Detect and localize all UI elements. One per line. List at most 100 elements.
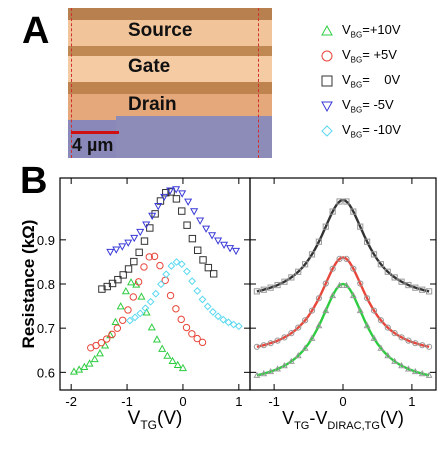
data-point xyxy=(281,334,288,341)
data-point xyxy=(281,278,288,285)
data-point xyxy=(302,317,309,324)
plot-frame xyxy=(59,177,251,391)
data-point xyxy=(69,367,79,375)
legend-marker xyxy=(321,101,333,113)
x-tick-label: -1 xyxy=(121,394,133,409)
data-point xyxy=(384,324,391,331)
data-point xyxy=(166,291,175,300)
y-tick-label: 0.9 xyxy=(37,233,55,248)
data-point xyxy=(160,193,169,202)
data-point xyxy=(168,356,177,365)
data-point xyxy=(370,251,378,258)
series xyxy=(253,281,433,378)
x-tick-label: -2 xyxy=(65,394,77,409)
x-tick-label: 1 xyxy=(235,394,242,409)
data-point xyxy=(199,256,207,264)
data-point xyxy=(363,322,371,329)
legend-label: VBG= 0V xyxy=(342,72,401,90)
data-point xyxy=(198,295,207,304)
data-point xyxy=(145,253,153,261)
data-point xyxy=(412,340,419,347)
data-point xyxy=(98,285,106,293)
legend-label: VBG= +5V xyxy=(342,47,397,65)
legend-marker xyxy=(321,125,333,137)
data-point xyxy=(234,322,243,331)
data-point xyxy=(142,221,151,229)
data-point xyxy=(308,307,316,314)
legend-marker-shape xyxy=(321,50,333,62)
legend-item: VBG= +5V xyxy=(318,45,446,67)
data-point xyxy=(137,292,146,300)
data-point xyxy=(356,306,364,314)
data-point xyxy=(151,289,160,298)
series xyxy=(106,186,241,257)
data-point xyxy=(151,210,159,218)
data-point xyxy=(148,212,157,221)
series xyxy=(253,255,433,350)
data-point xyxy=(129,293,138,301)
legend-item: VBG= -5V xyxy=(318,95,446,117)
data-point xyxy=(90,354,99,363)
data-point xyxy=(167,262,176,270)
data-point xyxy=(214,237,223,245)
data-point xyxy=(167,188,175,196)
x-tick-label: 0 xyxy=(339,394,346,409)
data-point xyxy=(370,334,378,341)
source-label: Source xyxy=(128,20,193,41)
data-point xyxy=(267,340,274,347)
data-point xyxy=(141,304,150,313)
data-point xyxy=(111,317,120,325)
data-point xyxy=(183,221,191,229)
data-point xyxy=(411,367,419,375)
fit-line xyxy=(256,282,430,377)
legend-marker-shape xyxy=(321,125,333,137)
data-point xyxy=(426,288,433,295)
data-point xyxy=(224,318,233,327)
series xyxy=(253,198,433,295)
data-point xyxy=(172,186,181,194)
data-point xyxy=(136,228,145,237)
data-point xyxy=(194,246,202,254)
data-point xyxy=(156,197,165,205)
data-point xyxy=(302,261,309,268)
data-point xyxy=(329,208,336,215)
data-point xyxy=(188,330,196,338)
data-point xyxy=(85,359,94,367)
data-point xyxy=(118,243,127,251)
data-point xyxy=(172,195,181,203)
data-point xyxy=(308,251,316,258)
x-tick-label: 0 xyxy=(179,394,186,409)
legend: VBG=+10V VBG= +5V VBG= 0V VBG= -5V VBG= -10V xyxy=(318,20,446,160)
legend-item: VBG=+10V xyxy=(318,20,446,42)
data-point xyxy=(308,334,316,341)
data-point xyxy=(173,360,182,369)
x-axis-label: VTG-VDIRAC,TG(V) xyxy=(282,408,404,432)
data-point xyxy=(280,362,288,369)
data-point xyxy=(163,351,172,359)
data-point xyxy=(229,320,238,329)
data-point xyxy=(274,365,282,372)
data-point xyxy=(152,335,162,343)
data-point xyxy=(336,281,344,288)
legend-item: VBG= -10V xyxy=(318,120,446,142)
data-point xyxy=(419,342,426,349)
data-point xyxy=(140,237,149,245)
data-point xyxy=(108,330,116,339)
data-point xyxy=(231,247,241,256)
data-point xyxy=(198,338,207,347)
data-point xyxy=(147,323,156,331)
x-axis-label: VTG(V) xyxy=(128,408,183,432)
data-point xyxy=(357,280,364,287)
data-point xyxy=(125,316,134,325)
data-point xyxy=(260,369,268,377)
data-point xyxy=(204,263,213,272)
data-point xyxy=(253,288,260,295)
data-point xyxy=(322,306,330,314)
data-point xyxy=(131,313,139,322)
data-point xyxy=(267,284,274,291)
y-tick-label: 0.6 xyxy=(37,365,55,380)
data-point xyxy=(295,268,302,275)
data-point xyxy=(203,302,212,311)
data-point xyxy=(136,309,145,318)
legend-marker xyxy=(321,50,333,62)
